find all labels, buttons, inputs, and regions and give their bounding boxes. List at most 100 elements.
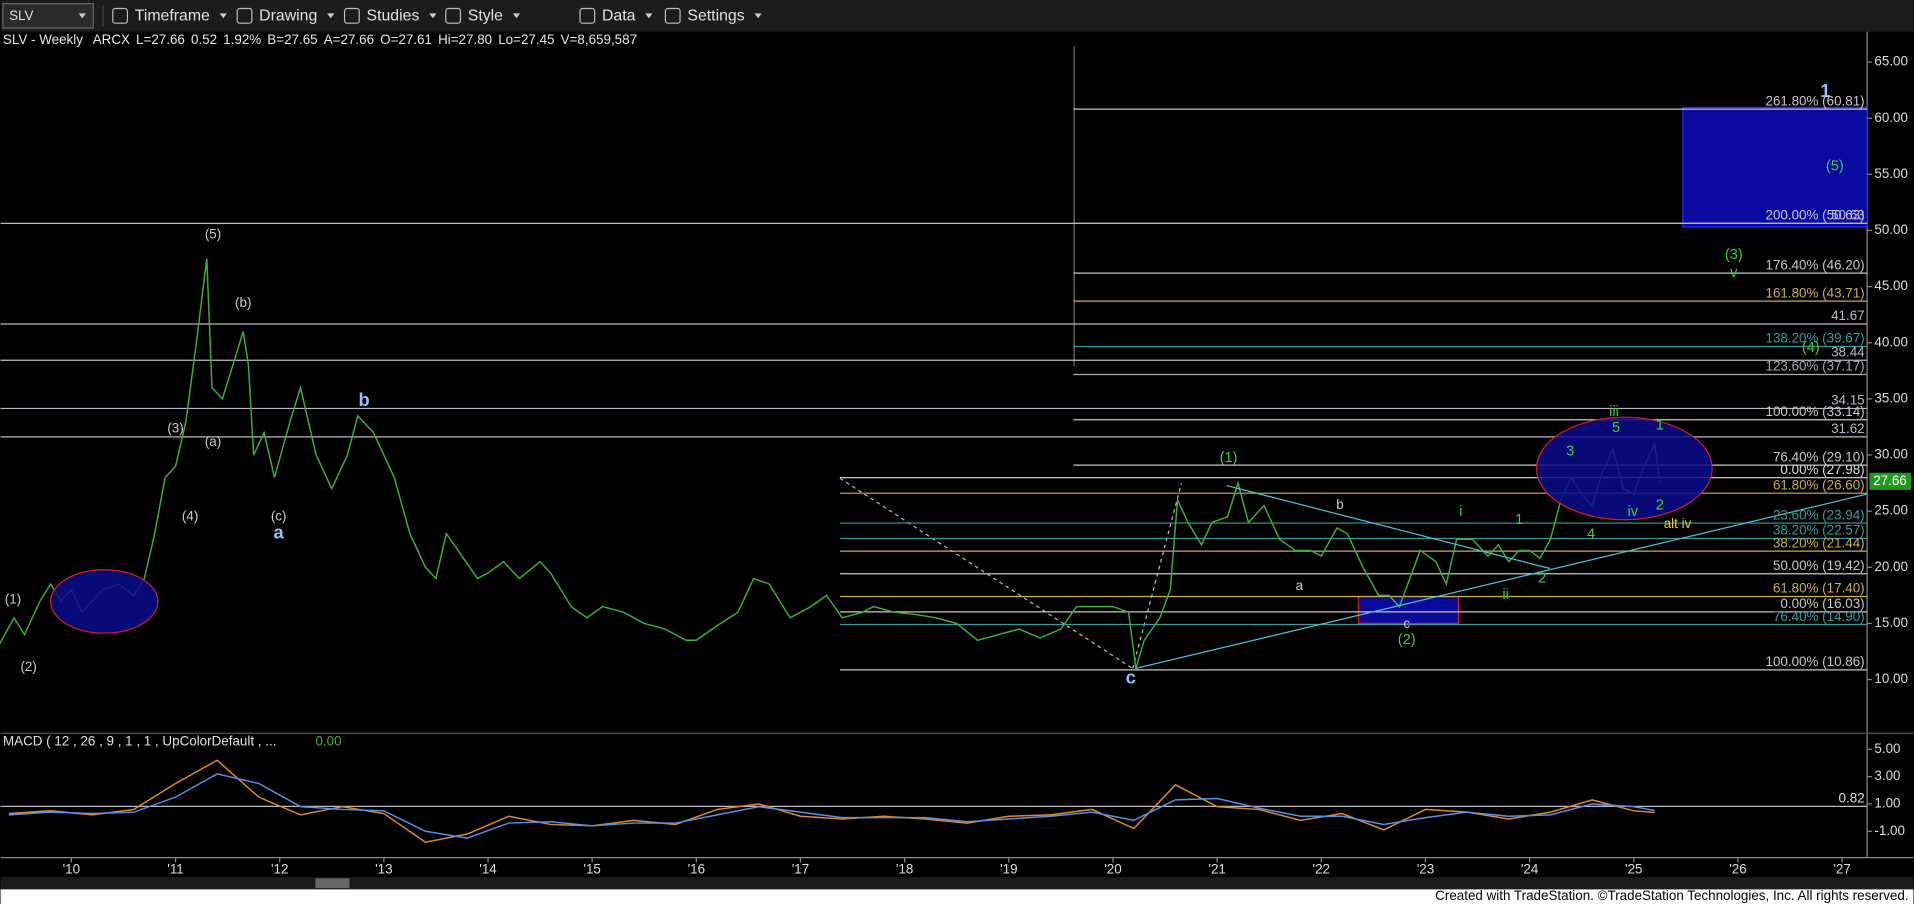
scroll-thumb[interactable] [315, 878, 350, 889]
x-tick-label: '26 [1729, 861, 1746, 876]
menu-icon [236, 7, 253, 24]
fib-level-label: 76.40% (29.10) [1773, 449, 1865, 464]
x-tick-label: '27 [1833, 861, 1850, 876]
wave-label: 2 [1656, 497, 1664, 513]
fib-level-label: 41.67 [1831, 308, 1865, 323]
wave-label: iii [1609, 404, 1619, 420]
x-tick-label: '14 [479, 861, 497, 876]
x-tick-label: '19 [1000, 861, 1017, 876]
wave-label: (2) [1398, 632, 1416, 648]
trend-line [1134, 493, 1868, 670]
x-tick-label: '18 [896, 861, 913, 876]
y-tick-label: 50.00 [1874, 222, 1908, 237]
x-tick-label: '20 [1104, 861, 1121, 876]
dropdown-arrow [327, 13, 335, 19]
dropdown-arrow [645, 13, 653, 19]
price-line [8, 759, 1655, 843]
highlight-ellipse [49, 569, 159, 634]
wave-label: (3) [1725, 247, 1743, 263]
y-tick-label: 3.00 [1874, 768, 1900, 783]
fib-level-label: 0.00% (27.98) [1780, 462, 1864, 477]
price-line [8, 773, 1655, 839]
dropdown-arrow [219, 13, 227, 19]
fib-level-label: 138.20% (39.67) [1766, 331, 1865, 346]
x-tick-label: '22 [1313, 861, 1330, 876]
y-tick-label: -1.00 [1874, 823, 1905, 838]
drawings [839, 106, 1868, 670]
menu-icon [343, 7, 360, 24]
fib-level-label: 100.00% (33.14) [1766, 404, 1865, 419]
menu-item[interactable]: Data [602, 8, 636, 25]
wave-label: alt iv [1664, 516, 1692, 531]
dropdown-arrow [754, 13, 762, 19]
macd-pane [0, 748, 1872, 863]
fib-level-label: 38.20% (22.57) [1773, 523, 1865, 538]
wave-label: (5) [205, 227, 221, 242]
dropdown-arrow [429, 13, 437, 19]
fib-level-label: 61.80% (26.60) [1773, 477, 1865, 492]
fib-level-label: 23.60% (23.94) [1773, 507, 1865, 522]
x-tick-label: '15 [583, 861, 600, 876]
wave-label: (1) [5, 592, 21, 607]
y-tick-label: 10.00 [1874, 671, 1908, 686]
symbol-box[interactable] [2, 3, 94, 29]
x-tick-label: '13 [375, 861, 392, 876]
overlay [49, 416, 1868, 670]
fib-level-label: 31.62 [1831, 421, 1865, 436]
quote-field: L=27.66 [136, 32, 185, 47]
y-tick-label: 60.00 [1874, 110, 1908, 125]
menu-icon [579, 7, 596, 24]
trend-line [1226, 484, 1551, 570]
fib-level-label: 0.00% (16.03) [1780, 596, 1864, 611]
quote-field: Hi=27.80 [438, 32, 492, 47]
scrollbar[interactable] [0, 877, 1914, 890]
quote-field: 0.52 [191, 32, 217, 47]
wave-label: 1 [1820, 80, 1830, 101]
x-tick-label: '23 [1417, 861, 1434, 876]
y-tick-label: 35.00 [1874, 390, 1908, 405]
wave-label: c [1126, 666, 1136, 687]
dropdown-arrow [512, 13, 521, 19]
menu-item[interactable]: Settings [687, 8, 744, 25]
footer: Created with TradeStation. ©TradeStation… [1435, 888, 1908, 903]
fib-level-label: 261.80% (60.81) [1766, 93, 1865, 108]
menu-icon [445, 7, 462, 24]
highlight-ellipse [1535, 416, 1713, 521]
quote-field: O=27.61 [380, 32, 432, 47]
wave-label: (c) [271, 508, 287, 523]
menu-item[interactable]: Timeframe [135, 8, 210, 25]
macd-readout: 0.00 [315, 733, 341, 748]
wave-label: (4) [1802, 340, 1820, 356]
fib-level-label: 76.40% (14.90) [1773, 609, 1865, 624]
wave-label: (5) [1826, 158, 1844, 174]
wave-label: b [358, 389, 369, 410]
fib-level-label: 100.00% (10.86) [1766, 654, 1865, 669]
y-tick-label: 65.00 [1874, 54, 1908, 69]
wave-label: 4 [1587, 527, 1595, 543]
menu-item[interactable]: Studies [367, 8, 420, 25]
menu-item[interactable]: Style [468, 8, 503, 25]
fib-level-label: 123.60% (37.17) [1766, 359, 1865, 374]
y-tick-label: 55.00 [1874, 166, 1908, 181]
symbol[interactable]: SLV [9, 8, 33, 23]
wave-label: a [274, 521, 285, 542]
menu-icon [112, 7, 129, 24]
support-box [1357, 595, 1460, 625]
x-tick-label: '12 [271, 861, 288, 876]
y-tick-label: 25.00 [1874, 503, 1908, 518]
menu-item[interactable]: Drawing [259, 8, 317, 25]
wave-label: (b) [235, 295, 251, 310]
wave-label: 1 [1515, 512, 1523, 528]
dropdown-arrow [78, 13, 86, 19]
target-box [1682, 106, 1868, 228]
quote-field: SLV - Weekly [3, 32, 83, 47]
fib-level-label: 38.44 [1831, 344, 1865, 359]
menu-icon [664, 7, 681, 24]
x-tick-label: '21 [1208, 861, 1225, 876]
wave-label: 2 [1538, 570, 1546, 586]
wave-label: (1) [1220, 450, 1238, 466]
y-tick-label: 40.00 [1874, 334, 1908, 349]
wave-label: (2) [20, 659, 36, 674]
